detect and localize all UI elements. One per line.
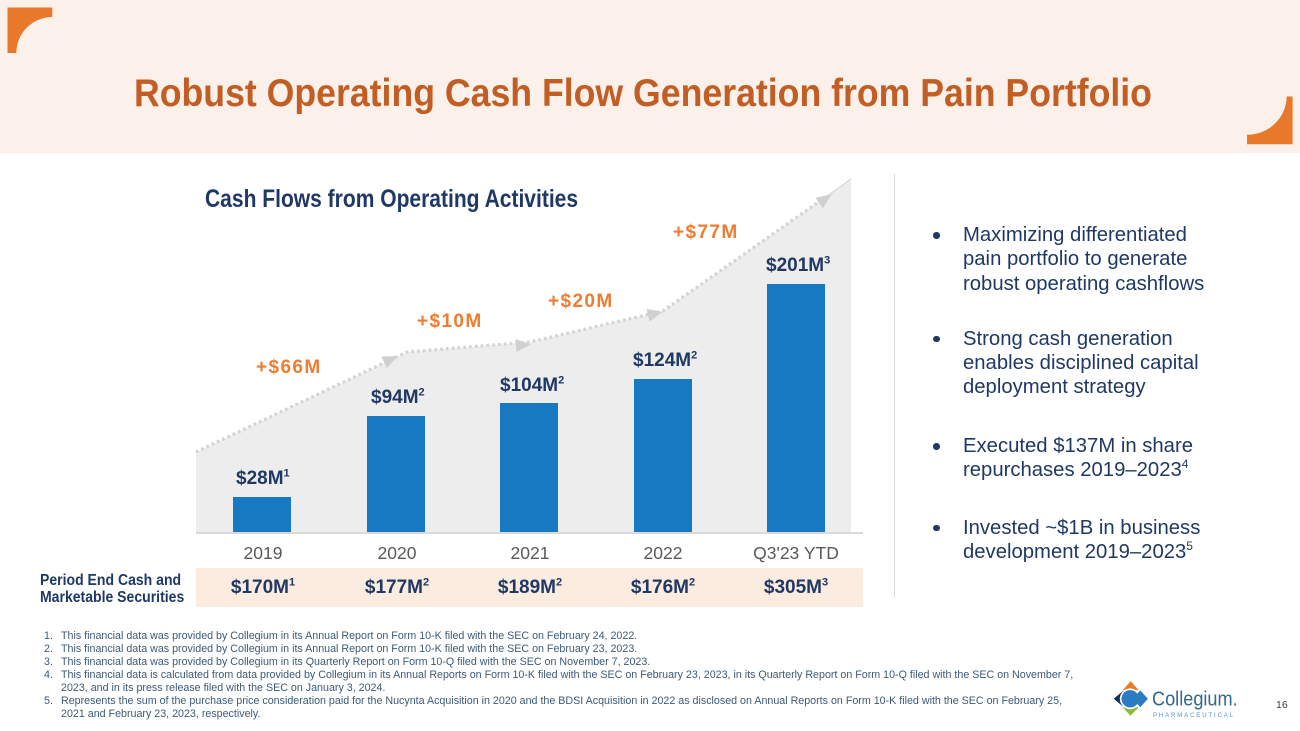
svg-text:Collegium.: Collegium.	[1152, 687, 1238, 710]
svg-text:PHARMACEUTICAL: PHARMACEUTICAL	[1153, 713, 1235, 719]
